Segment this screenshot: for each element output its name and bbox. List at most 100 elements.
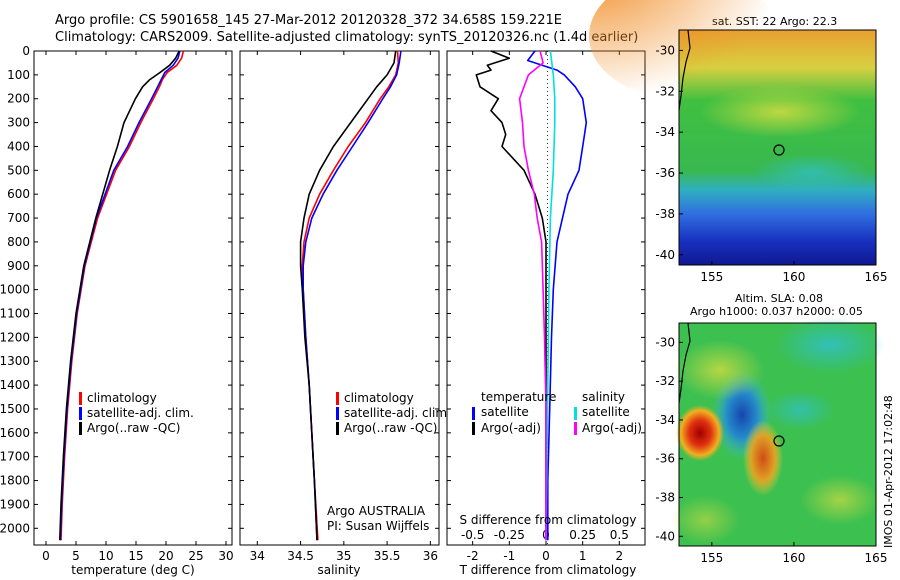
- coastline: [678, 322, 691, 404]
- map-lat-label: -38: [655, 491, 675, 505]
- series-line-argo-raw-qc-: [59, 50, 180, 541]
- difference-legend: temperature salinity satellite Argo(-adj…: [472, 390, 642, 435]
- s-tick-label: 0.5: [610, 528, 629, 542]
- x-tick-label: 35.5: [374, 549, 401, 563]
- map-lon-label: 165: [865, 270, 888, 284]
- salinity-series: [299, 50, 402, 541]
- map-lon-label: 160: [782, 551, 805, 565]
- s-tick-label: -0.25: [494, 528, 525, 542]
- depth-tick-label: 2000: [0, 521, 30, 535]
- depth-tick-label: 1100: [0, 307, 30, 321]
- s-tick-label: 0.25: [569, 528, 596, 542]
- x-tick-label: 25: [188, 549, 203, 563]
- depth-tick-label: 300: [7, 116, 30, 130]
- x-tick-label: 0: [542, 549, 550, 563]
- x-tick-label: 30: [218, 549, 233, 563]
- x-tick-label: 0: [42, 549, 50, 563]
- map-lat-label: -38: [655, 207, 675, 221]
- difference-legend-swatch: [574, 407, 577, 420]
- temperature-axis-label: temperature (deg C): [71, 563, 194, 577]
- sla-high-patch: [675, 340, 765, 400]
- map-lat-label: -34: [655, 413, 675, 427]
- temperature-legend-swatch: [79, 407, 82, 420]
- depth-tick-label: 0: [22, 44, 30, 58]
- x-tick-label: 20: [158, 549, 173, 563]
- map-lat-label: -40: [655, 248, 675, 262]
- sla-map: 155 160 165 -30 -32 -34 -36 -38 -40: [655, 317, 887, 565]
- depth-tick-label: 1600: [0, 426, 30, 440]
- salinity-legend: climatology satellite-adj. clim. Argo(..…: [336, 391, 451, 435]
- argo-float-marker: [773, 435, 785, 447]
- temperature-x-axis: 0 5 10 15 20 25 30: [42, 51, 234, 563]
- salinity-plot-frame: [239, 50, 440, 546]
- t-difference-axis-label: T difference from climatology: [459, 563, 637, 577]
- map-lat-label: -36: [655, 166, 675, 180]
- map-lat-label: -36: [655, 452, 675, 466]
- depth-tick-label: 800: [7, 235, 30, 249]
- depth-tick-label: 500: [7, 163, 30, 177]
- map-lat-label: -32: [655, 374, 675, 388]
- depth-tick-label: 700: [7, 211, 30, 225]
- x-tick-label: 15: [128, 549, 143, 563]
- depth-tick-label: 1500: [0, 402, 30, 416]
- map-lat-label: -30: [655, 43, 675, 57]
- depth-tick-label: 100: [7, 68, 30, 82]
- map-lat-label: -30: [655, 335, 675, 349]
- temperature-legend: climatology satellite-adj. clim. Argo(..…: [79, 391, 194, 435]
- figure-title-line1: Argo profile: CS 5901658_145 27-Mar-2012…: [55, 13, 563, 28]
- series-line-argo-raw-qc-: [299, 50, 397, 541]
- map-lon-label: 160: [782, 270, 805, 284]
- difference-legend-label: satellite: [582, 405, 630, 419]
- depth-tick-label: 1800: [0, 474, 30, 488]
- temperature-legend-label: satellite-adj. clim.: [87, 406, 194, 420]
- depth-tick-label: 400: [7, 139, 30, 153]
- depth-tick-label: 1400: [0, 378, 30, 392]
- sla-high-patch: [800, 475, 880, 525]
- depth-tick-label: 1000: [0, 283, 30, 297]
- depth-tick-label: 200: [7, 92, 30, 106]
- salinity-x-axis: 34 34.5 35 35.5 36: [250, 51, 438, 563]
- series-line-satellite: [526, 50, 588, 541]
- argo-float-marker: [773, 144, 785, 156]
- salinity-legend-label: satellite-adj. clim.: [344, 406, 451, 420]
- warm-water-patch: [589, 0, 779, 100]
- x-tick-label: 10: [98, 549, 113, 563]
- sla-high-patch: [670, 495, 740, 545]
- sst-map-axes: 155 160 165 -30 -32 -34 -36 -38 -40: [655, 43, 887, 284]
- x-tick-label: 34: [250, 549, 265, 563]
- depth-axis: 0 100 200 300 400 500 600 700 800 900 1000 1100 1200…: [0, 44, 232, 535]
- sla-map-axes: 155 160 165 -30 -32 -34 -36 -38 -40: [655, 335, 887, 565]
- series-line-argo-adj-: [518, 50, 547, 541]
- difference-legend-label: Argo(-adj): [582, 421, 642, 435]
- map-lat-label: -34: [655, 125, 675, 139]
- x-tick-label: 34.5: [287, 549, 314, 563]
- salinity-legend-swatch: [336, 407, 339, 420]
- argo-program-label: Argo AUSTRALIA: [327, 504, 426, 518]
- cool-water-patch: [752, 154, 872, 190]
- sla-map-frame: [678, 322, 877, 547]
- x-tick-label: 36: [423, 549, 438, 563]
- x-tick-label: -1: [503, 549, 515, 563]
- sla-low-patch: [775, 317, 885, 373]
- temperature-series: [59, 50, 185, 541]
- series-line-satellite: [545, 50, 556, 541]
- map-lat-label: -32: [655, 84, 675, 98]
- salinity-y-ticks: [240, 50, 439, 529]
- depth-tick-label: 1300: [0, 354, 30, 368]
- difference-series: [475, 50, 588, 541]
- s-difference-axis-label: S difference from climatology: [460, 513, 637, 527]
- salinity-legend-label: Argo(..raw -QC): [344, 421, 437, 435]
- difference-legend-title-temperature: temperature: [481, 390, 556, 404]
- map-lon-label: 165: [865, 551, 888, 565]
- figure-title-line2: Climatology: CARS2009. Satellite-adjuste…: [55, 30, 639, 45]
- difference-legend-swatch: [472, 407, 475, 420]
- temperature-legend-swatch: [79, 392, 82, 405]
- x-tick-label: 1: [579, 549, 587, 563]
- map-lon-label: 155: [700, 270, 723, 284]
- salinity-axis-label: salinity: [317, 563, 360, 577]
- sla-map-title-line2: Argo h1000: 0.037 h2000: 0.05: [690, 305, 863, 318]
- sst-map: 155 160 165 -30 -32 -34 -36 -38 -40: [589, 0, 887, 284]
- difference-legend-swatch: [574, 422, 577, 435]
- difference-legend-label: satellite: [481, 405, 529, 419]
